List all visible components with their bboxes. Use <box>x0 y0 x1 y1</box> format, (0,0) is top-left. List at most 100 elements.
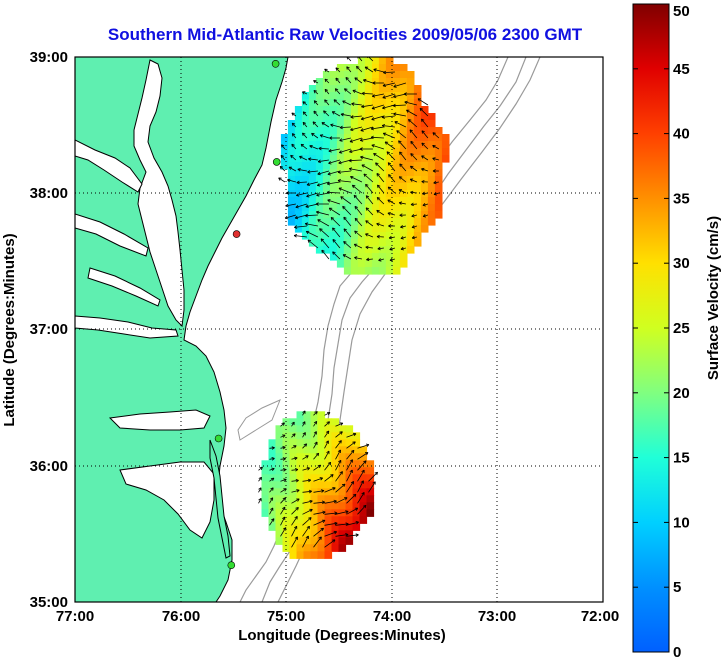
velocity-cell <box>434 211 443 219</box>
velocity-cell <box>324 467 333 475</box>
velocity-cell <box>336 64 345 72</box>
velocity-cell <box>287 162 296 170</box>
velocity-cell <box>322 218 331 226</box>
velocity-cell <box>331 460 340 468</box>
velocity-cell <box>371 211 380 219</box>
velocity-cell <box>329 78 338 86</box>
velocity-cell <box>434 176 443 184</box>
velocity-arrow <box>269 507 274 515</box>
velocity-arrow <box>324 78 330 84</box>
velocity-cell <box>413 148 422 156</box>
velocity-cell <box>413 169 422 177</box>
velocity-arrow-head <box>295 507 299 511</box>
velocity-cell <box>359 516 368 524</box>
velocity-arrow-head <box>421 167 425 172</box>
velocity-cell <box>345 495 354 503</box>
velocity-cell <box>329 71 338 79</box>
velocity-cell <box>289 425 298 433</box>
velocity-cell <box>343 197 352 205</box>
velocity-cell <box>322 134 331 142</box>
velocity-cell <box>352 467 361 475</box>
velocity-arrow-head <box>382 105 386 110</box>
velocity-cell <box>303 467 312 475</box>
velocity-cell <box>289 453 298 461</box>
velocity-arrow <box>313 110 319 117</box>
velocity-cell <box>427 120 436 128</box>
velocity-cell <box>343 246 352 254</box>
velocity-cell <box>317 502 326 510</box>
velocity-cell <box>399 169 408 177</box>
velocity-arrow <box>357 492 365 504</box>
velocity-arrow-head <box>352 441 356 445</box>
velocity-cell <box>371 113 380 121</box>
velocity-cell <box>364 267 373 275</box>
velocity-cell <box>413 232 422 240</box>
velocity-cell <box>308 211 317 219</box>
velocity-cell <box>315 176 324 184</box>
velocity-arrow <box>324 487 336 493</box>
velocity-arrow <box>291 457 298 460</box>
velocity-cell <box>413 190 422 198</box>
velocity-cell <box>352 509 361 517</box>
velocity-arrow <box>377 247 384 250</box>
velocity-arrow <box>410 178 418 183</box>
velocity-arrow-head <box>382 83 387 87</box>
velocity-arrow <box>399 176 407 183</box>
velocity-arrow-head <box>302 421 306 425</box>
velocity-cell <box>343 134 352 142</box>
velocity-arrow-head <box>422 203 426 207</box>
velocity-arrow <box>313 441 318 449</box>
velocity-cell <box>329 239 338 247</box>
velocity-arrow-head <box>352 493 357 498</box>
velocity-cell <box>315 148 324 156</box>
velocity-cell <box>324 446 333 454</box>
velocity-cell <box>345 446 354 454</box>
velocity-cell <box>406 134 415 142</box>
velocity-arrow <box>411 214 418 217</box>
velocity-arrow-head <box>344 497 348 501</box>
velocity-cell <box>413 134 422 142</box>
velocity-arrow-head <box>408 119 412 123</box>
velocity-cell <box>310 425 319 433</box>
velocity-arrow-head <box>327 461 332 466</box>
velocity-arrow-head <box>282 434 286 438</box>
velocity-cell <box>329 190 338 198</box>
velocity-arrow <box>373 69 384 73</box>
velocity-arrow-head <box>338 160 342 165</box>
velocity-cell <box>364 162 373 170</box>
velocity-cell <box>338 530 347 538</box>
velocity-cell <box>359 509 368 517</box>
velocity-cell <box>308 204 317 212</box>
velocity-arrow-head <box>400 224 404 229</box>
velocity-arrow-head <box>411 235 416 240</box>
velocity-cell <box>392 183 401 191</box>
y-tick-label: 39:00 <box>30 49 68 66</box>
velocity-cell <box>282 474 291 482</box>
velocity-cell <box>308 218 317 226</box>
velocity-arrow <box>365 207 374 216</box>
velocity-cell <box>287 183 296 191</box>
velocity-arrow-head <box>363 78 367 83</box>
velocity-arrow <box>345 77 352 84</box>
velocity-arrow <box>393 113 406 117</box>
velocity-cell <box>399 218 408 226</box>
velocity-arrow <box>335 523 349 526</box>
velocity-cell <box>289 439 298 447</box>
velocity-cell <box>310 453 319 461</box>
velocity-cell <box>371 267 380 275</box>
velocity-cell <box>343 183 352 191</box>
velocity-cell <box>378 218 387 226</box>
velocity-arrow <box>294 225 307 228</box>
velocity-cell <box>294 120 303 128</box>
velocity-cell <box>399 148 408 156</box>
velocity-arrow <box>361 164 374 172</box>
velocity-cell <box>364 106 373 114</box>
velocity-arrow <box>324 430 330 438</box>
velocity-cell <box>392 71 401 79</box>
velocity-cell <box>338 453 347 461</box>
velocity-cell <box>261 495 270 503</box>
velocity-arrow <box>387 199 396 205</box>
velocity-cell <box>413 239 422 247</box>
velocity-cell <box>329 162 338 170</box>
velocity-cell <box>308 183 317 191</box>
